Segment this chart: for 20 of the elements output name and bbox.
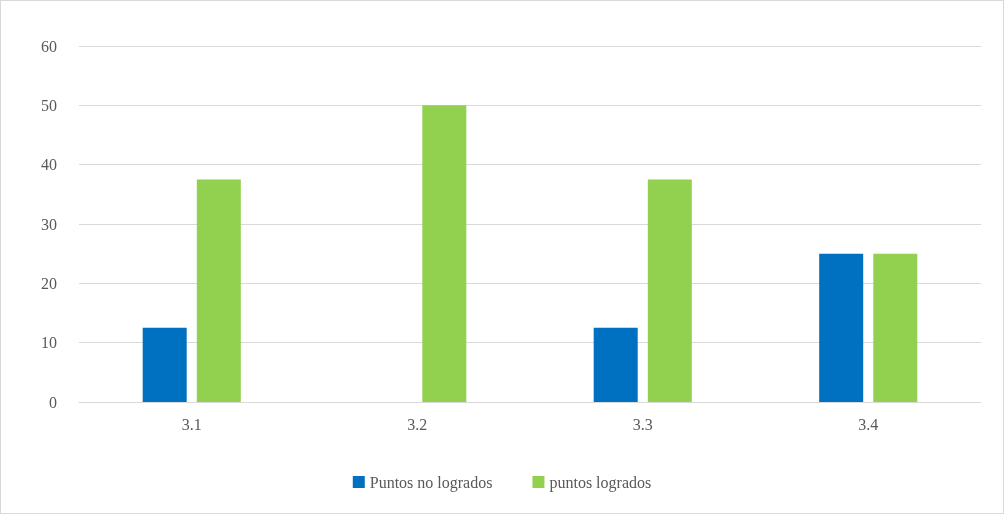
y-tick-label: 0 <box>49 393 57 411</box>
bar <box>593 327 638 402</box>
x-tick-label: 3.4 <box>858 415 879 433</box>
x-tick-label: 3.1 <box>181 415 202 433</box>
x-tick-label: 3.3 <box>632 415 653 433</box>
y-tick-label: 40 <box>41 156 57 174</box>
bar <box>422 105 467 402</box>
y-tick-label: 60 <box>41 37 57 55</box>
y-tick-label: 50 <box>41 96 57 114</box>
x-tick-label: 3.2 <box>407 415 428 433</box>
legend-label: puntos logrados <box>549 473 652 492</box>
y-tick-label: 20 <box>41 274 57 292</box>
legend-label: Puntos no logrados <box>369 473 493 492</box>
bar <box>142 327 187 402</box>
bar <box>819 253 864 402</box>
bar <box>196 179 241 402</box>
y-tick-label: 30 <box>41 215 57 233</box>
y-tick-label: 10 <box>41 334 57 352</box>
bar <box>647 179 692 402</box>
bar <box>873 253 918 402</box>
